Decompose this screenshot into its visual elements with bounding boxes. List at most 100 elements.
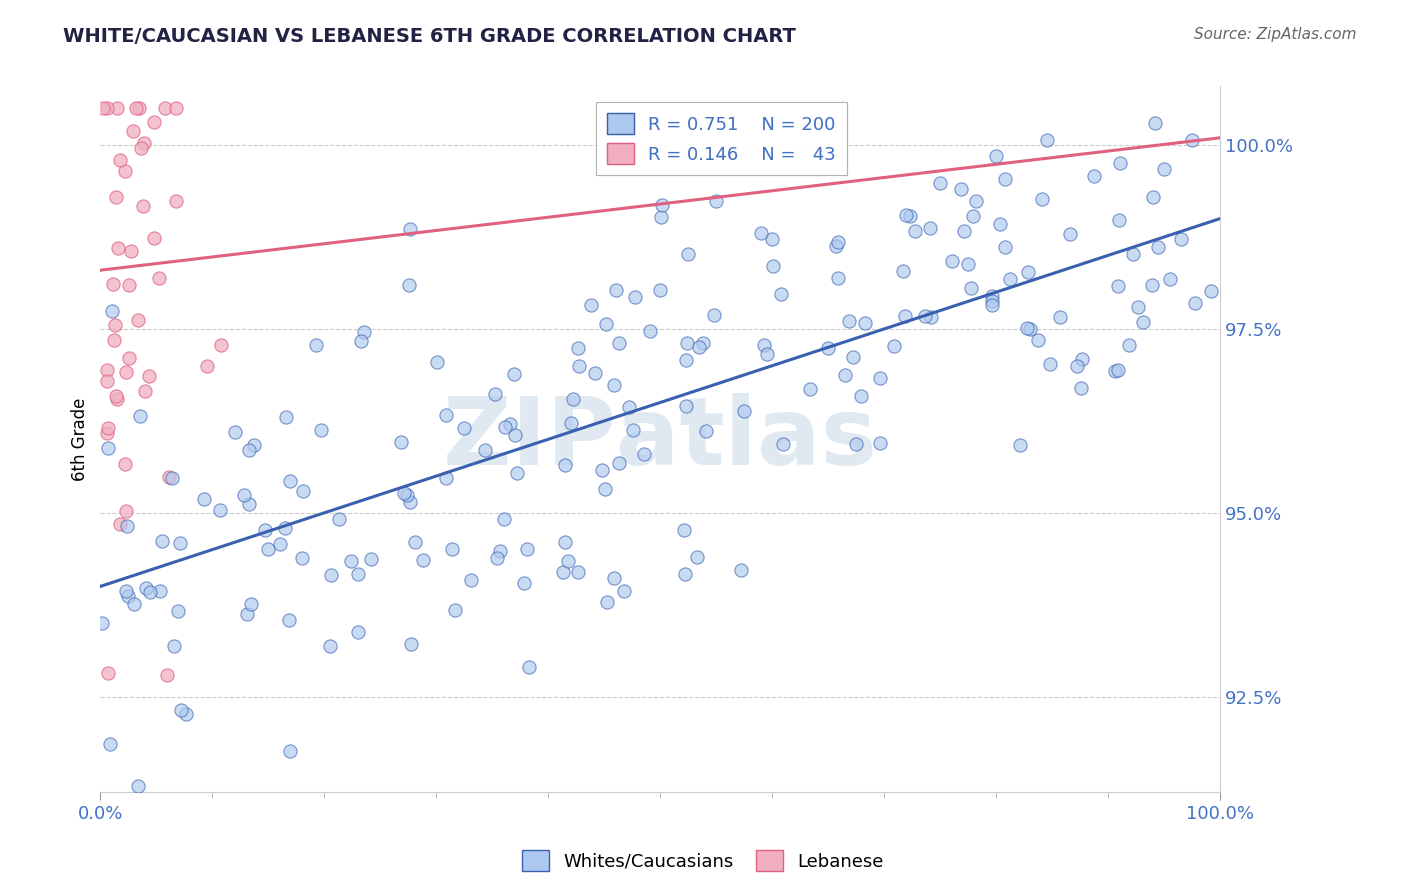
Point bbox=[675, 399, 697, 413]
Point bbox=[583, 367, 606, 381]
Point bbox=[554, 535, 576, 549]
Point bbox=[135, 581, 157, 595]
Point bbox=[91, 616, 114, 631]
Point bbox=[894, 309, 917, 323]
Point bbox=[1170, 232, 1192, 246]
Point bbox=[503, 427, 526, 442]
Point bbox=[277, 613, 299, 627]
Point bbox=[238, 443, 260, 458]
Point bbox=[389, 435, 412, 450]
Point bbox=[353, 326, 375, 340]
Point bbox=[311, 423, 333, 437]
Point bbox=[941, 253, 963, 268]
Point bbox=[1017, 321, 1039, 335]
Point bbox=[593, 482, 616, 496]
Point bbox=[648, 284, 671, 298]
Point bbox=[489, 543, 512, 558]
Point bbox=[869, 436, 891, 450]
Point bbox=[929, 176, 952, 190]
Point bbox=[104, 318, 127, 333]
Point bbox=[120, 244, 142, 259]
Point bbox=[685, 550, 707, 565]
Text: WHITE/CAUCASIAN VS LEBANESE 6TH GRADE CORRELATION CHART: WHITE/CAUCASIAN VS LEBANESE 6TH GRADE CO… bbox=[63, 27, 796, 45]
Point bbox=[340, 554, 363, 568]
Point bbox=[494, 512, 516, 526]
Point bbox=[128, 102, 150, 116]
Point bbox=[444, 602, 467, 616]
Point bbox=[579, 298, 602, 312]
Point bbox=[761, 259, 783, 273]
Point bbox=[602, 378, 624, 392]
Point bbox=[256, 542, 278, 557]
Text: ZIP​atlas: ZIP​atlas bbox=[443, 393, 877, 485]
Point bbox=[240, 597, 263, 611]
Point bbox=[1118, 337, 1140, 351]
Point bbox=[321, 568, 343, 582]
Point bbox=[503, 368, 526, 382]
Point bbox=[554, 458, 576, 473]
Point bbox=[209, 338, 232, 352]
Point bbox=[749, 226, 772, 240]
Point bbox=[160, 470, 183, 484]
Point bbox=[291, 550, 314, 565]
Point bbox=[1070, 381, 1092, 395]
Point bbox=[560, 417, 582, 431]
Point bbox=[156, 667, 179, 681]
Point bbox=[920, 310, 942, 324]
Point bbox=[703, 308, 725, 322]
Point bbox=[1201, 284, 1223, 298]
Point bbox=[103, 334, 125, 348]
Point bbox=[607, 336, 630, 351]
Point bbox=[613, 584, 636, 599]
Point bbox=[988, 217, 1011, 231]
Point bbox=[278, 744, 301, 758]
Point bbox=[1147, 240, 1170, 254]
Y-axis label: 6th Grade: 6th Grade bbox=[72, 398, 89, 481]
Point bbox=[1126, 300, 1149, 314]
Point bbox=[129, 141, 152, 155]
Point bbox=[883, 339, 905, 353]
Point bbox=[827, 235, 849, 249]
Point bbox=[595, 318, 617, 332]
Point bbox=[849, 389, 872, 403]
Point bbox=[104, 389, 127, 403]
Point bbox=[238, 497, 260, 511]
Point bbox=[651, 198, 673, 212]
Point bbox=[115, 365, 138, 379]
Point bbox=[115, 583, 138, 598]
Point bbox=[103, 277, 125, 291]
Point bbox=[894, 208, 917, 222]
Point bbox=[143, 115, 166, 129]
Point bbox=[591, 462, 613, 476]
Point bbox=[853, 317, 876, 331]
Point bbox=[994, 172, 1017, 186]
Point bbox=[138, 368, 160, 383]
Point bbox=[328, 512, 350, 526]
Point bbox=[486, 551, 509, 566]
Point bbox=[672, 523, 695, 537]
Point bbox=[305, 338, 328, 352]
Point bbox=[125, 102, 148, 116]
Point bbox=[254, 523, 277, 537]
Point bbox=[426, 355, 449, 369]
Point bbox=[107, 102, 129, 116]
Point bbox=[1031, 192, 1053, 206]
Point bbox=[676, 246, 699, 260]
Point bbox=[167, 604, 190, 618]
Point bbox=[318, 639, 340, 653]
Point bbox=[405, 535, 427, 549]
Point bbox=[607, 456, 630, 470]
Point bbox=[96, 102, 118, 116]
Point bbox=[494, 420, 516, 434]
Point bbox=[1039, 357, 1062, 371]
Point bbox=[152, 534, 174, 549]
Point bbox=[124, 598, 146, 612]
Point bbox=[1026, 333, 1049, 347]
Point bbox=[898, 209, 921, 223]
Point bbox=[1142, 190, 1164, 204]
Point bbox=[695, 424, 717, 438]
Point bbox=[96, 374, 118, 388]
Point bbox=[953, 224, 976, 238]
Point bbox=[434, 409, 457, 423]
Point bbox=[799, 382, 821, 396]
